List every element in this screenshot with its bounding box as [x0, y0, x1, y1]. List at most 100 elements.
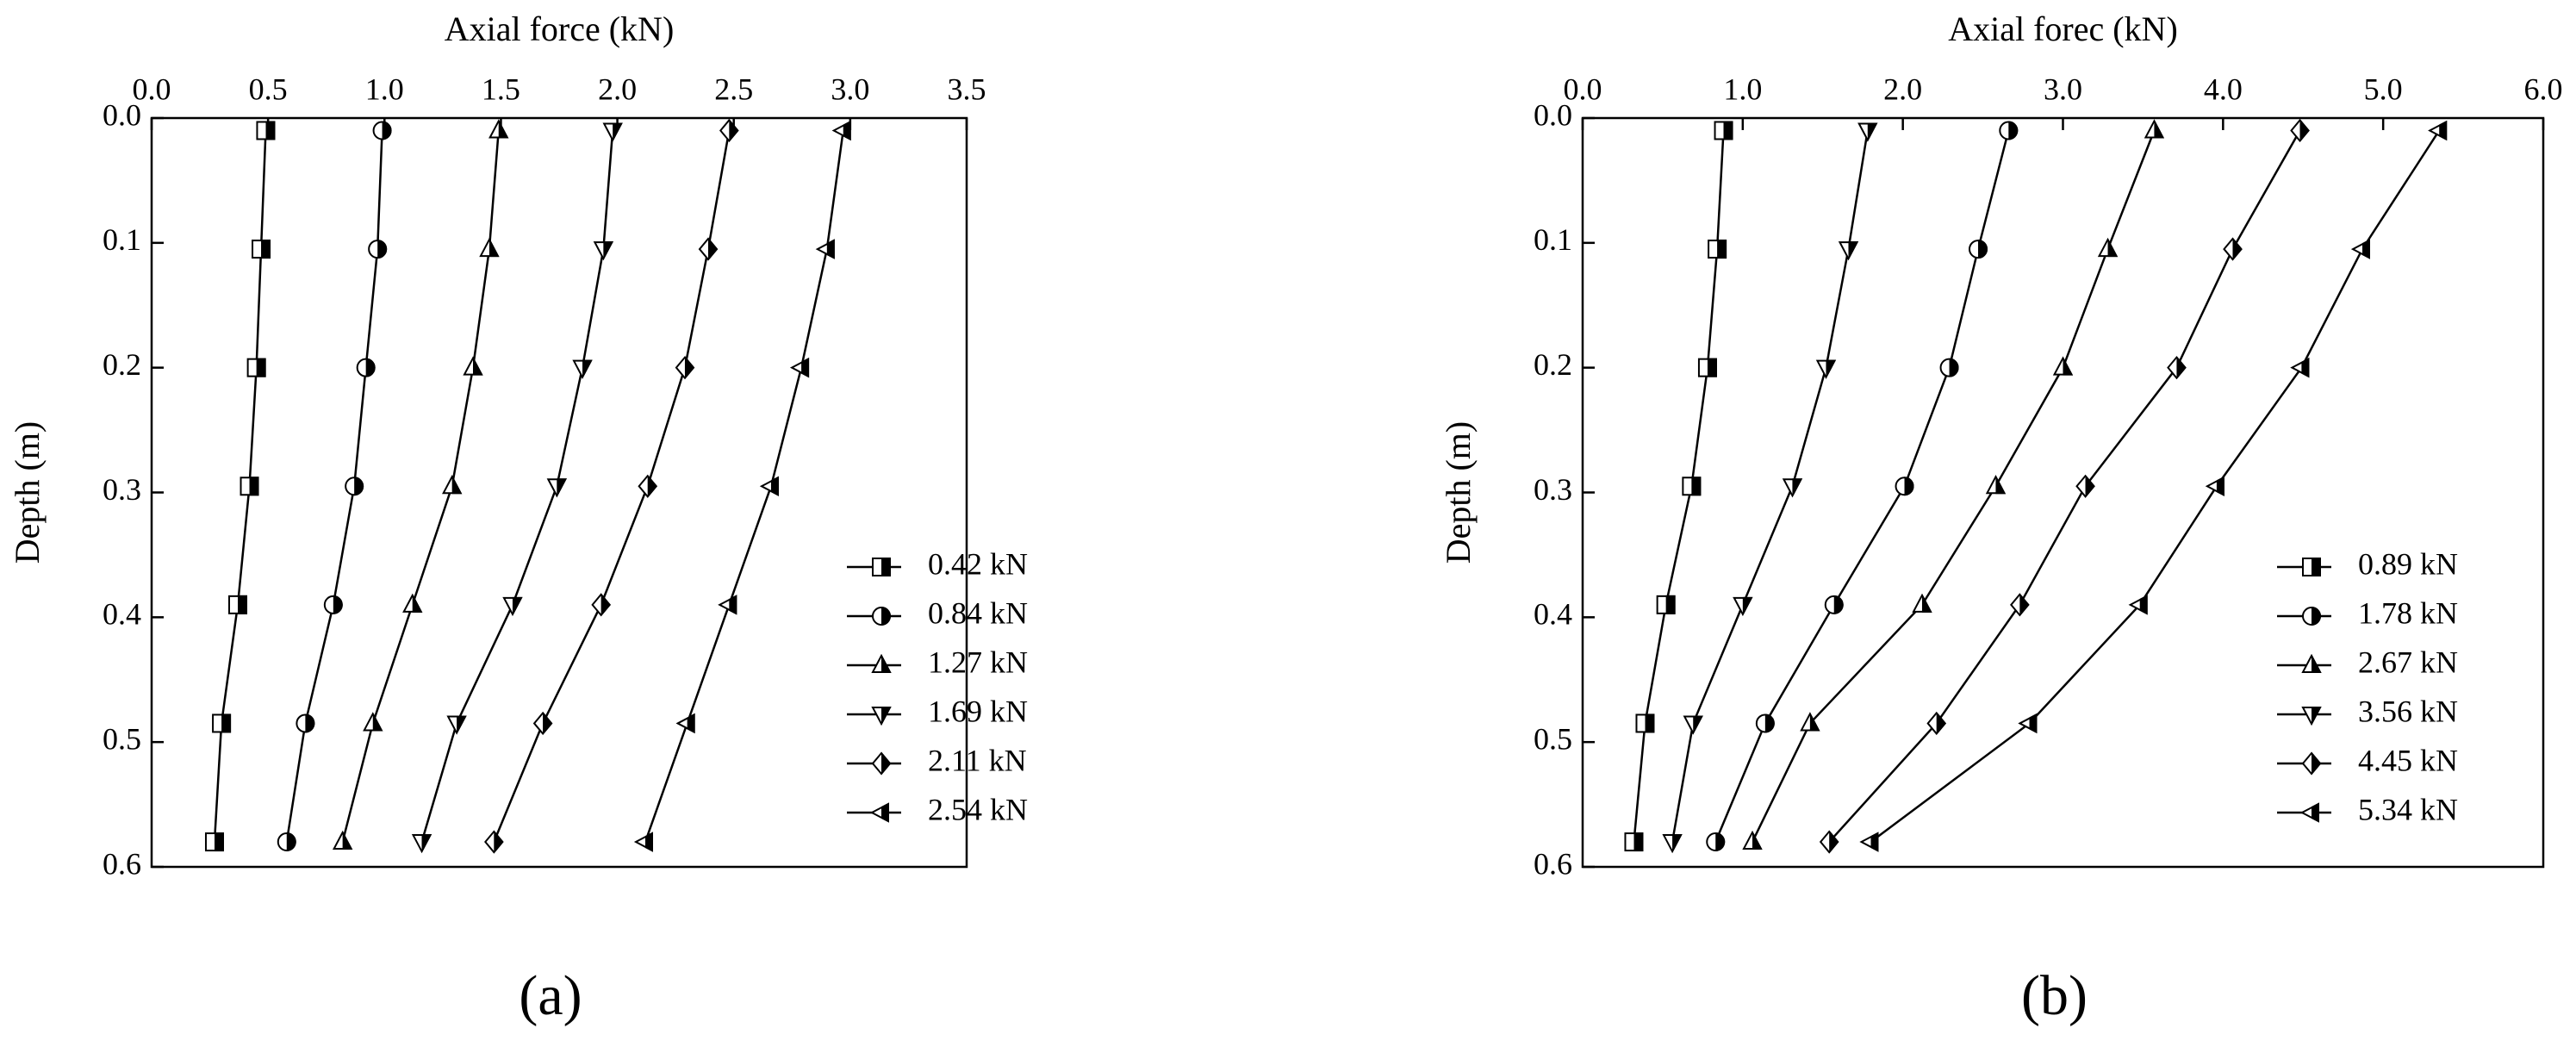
- legend-item: 0.42 kN: [847, 546, 1028, 581]
- legend-item: 2.11 kN: [847, 743, 1027, 777]
- data-point: [1815, 359, 1837, 379]
- data-point: [532, 711, 553, 736]
- legend-marker: [2301, 653, 2322, 673]
- legend-label: 1.69 kN: [928, 694, 1028, 728]
- data-point: [602, 122, 623, 142]
- data-point: [698, 237, 719, 261]
- data-point: [2223, 237, 2243, 261]
- legend-label: 0.42 kN: [928, 546, 1028, 581]
- legend-item: 2.67 kN: [2277, 645, 2458, 679]
- data-point: [1985, 475, 2007, 495]
- data-point: [256, 121, 276, 140]
- data-point: [2097, 237, 2119, 258]
- x-tick-label: 0.0: [133, 72, 171, 106]
- y-tick-label: 0.4: [103, 597, 141, 632]
- data-point: [368, 240, 388, 259]
- subfigure-label: (b): [2021, 964, 2088, 1027]
- data-point: [372, 121, 392, 140]
- data-point: [332, 830, 353, 850]
- data-point: [204, 832, 224, 852]
- subfigure-label: (a): [519, 964, 582, 1027]
- data-point: [1819, 830, 1839, 854]
- data-point: [2167, 356, 2187, 380]
- data-point: [719, 118, 739, 143]
- data-point: [1635, 713, 1655, 733]
- data-point: [2128, 595, 2148, 615]
- data-point: [1969, 240, 1988, 259]
- line: [644, 130, 844, 843]
- data-point: [446, 715, 467, 735]
- y-tick-label: 0.2: [1534, 347, 1572, 382]
- legend-marker: [872, 607, 891, 626]
- data-point: [1656, 595, 1676, 614]
- legend-marker: [871, 751, 892, 776]
- x-tick-label: 0.0: [1564, 72, 1602, 106]
- data-point: [212, 713, 232, 733]
- data-point: [356, 358, 376, 377]
- data-point: [593, 241, 614, 261]
- legend-item: 4.45 kN: [2277, 743, 2458, 777]
- data-point: [2428, 120, 2448, 141]
- data-point: [2350, 239, 2371, 259]
- legend-item: 5.34 kN: [2277, 792, 2458, 826]
- data-point: [1714, 121, 1733, 140]
- data-point: [1706, 832, 1726, 852]
- y-tick-label: 0.3: [103, 472, 141, 507]
- line: [341, 130, 500, 843]
- legend-item: 3.56 kN: [2277, 694, 2458, 728]
- line: [1633, 130, 1725, 843]
- data-point: [442, 475, 463, 495]
- legend-item: 0.84 kN: [847, 595, 1028, 630]
- legend-label: 0.84 kN: [928, 595, 1028, 630]
- data-point: [815, 239, 835, 259]
- y-axis-title: Depth (m): [8, 421, 47, 564]
- data-point: [323, 595, 343, 614]
- data-point: [2144, 119, 2165, 139]
- data-point: [1895, 477, 1914, 496]
- x-tick-label: 0.5: [249, 72, 288, 106]
- legend-marker: [871, 707, 892, 726]
- legend-marker: [871, 653, 892, 673]
- legend-label: 5.34 kN: [2358, 792, 2458, 826]
- x-tick-label: 1.0: [365, 72, 404, 106]
- data-point: [675, 713, 695, 734]
- x-tick-label: 3.0: [831, 72, 869, 106]
- data-point: [546, 478, 567, 498]
- x-tick-label: 6.0: [2524, 72, 2563, 106]
- legend-marker: [2301, 751, 2322, 776]
- data-point: [2290, 118, 2310, 143]
- data-point: [488, 119, 509, 139]
- x-tick-label: 2.5: [714, 72, 753, 106]
- data-point: [402, 593, 423, 613]
- line: [1671, 130, 1870, 843]
- legend-marker: [869, 802, 889, 823]
- data-point: [633, 832, 654, 852]
- data-point: [1912, 593, 1932, 613]
- data-point: [789, 358, 810, 378]
- x-tick-label: 4.0: [2204, 72, 2243, 106]
- data-point: [1697, 358, 1717, 377]
- data-point: [718, 595, 737, 615]
- y-tick-label: 0.5: [103, 721, 141, 756]
- x-axis-title: Axial forec (kN): [1948, 9, 2178, 48]
- data-point: [572, 359, 593, 379]
- legend-item: 1.27 kN: [847, 645, 1028, 679]
- data-point: [1682, 477, 1702, 496]
- data-point: [1662, 834, 1683, 854]
- legend-item: 1.78 kN: [2277, 595, 2458, 630]
- data-point: [363, 712, 383, 732]
- data-point: [1857, 122, 1878, 142]
- x-tick-label: 1.0: [1723, 72, 1762, 106]
- x-tick-label: 1.5: [482, 72, 520, 106]
- line: [1870, 129, 2441, 844]
- y-axis-title: Depth (m): [1439, 421, 1478, 564]
- data-point: [591, 593, 611, 617]
- line: [1714, 130, 2010, 843]
- data-point: [411, 834, 432, 854]
- y-tick-label: 0.5: [1534, 721, 1572, 756]
- x-tick-label: 5.0: [2364, 72, 2403, 106]
- data-point: [2018, 713, 2038, 734]
- data-point: [296, 713, 315, 733]
- legend-label: 1.78 kN: [2358, 595, 2458, 630]
